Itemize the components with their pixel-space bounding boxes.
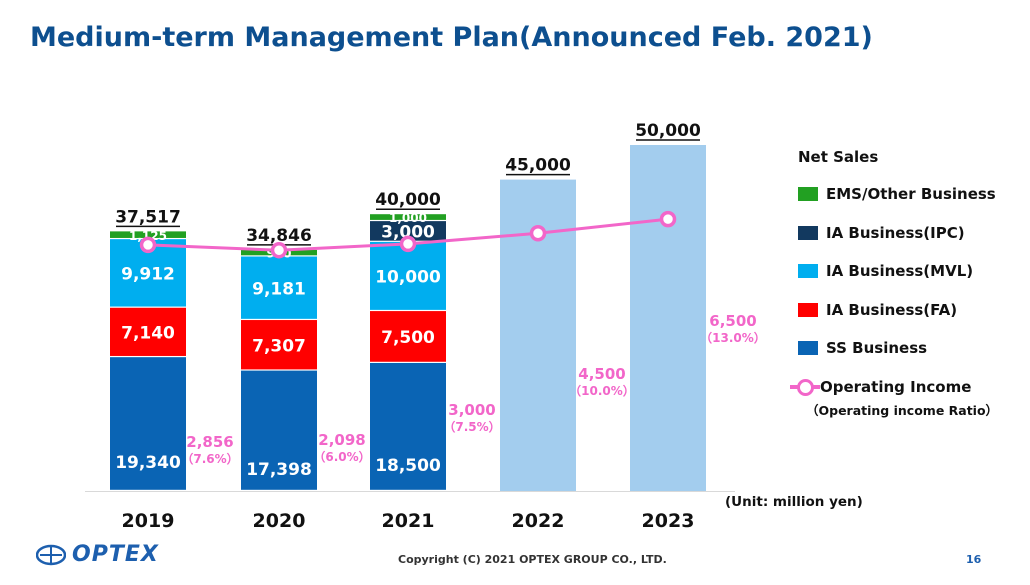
legend: Net Sales EMS/Other Business IA Business…	[790, 148, 1020, 419]
operating-income-ratio-2021: （7.5%）	[443, 419, 500, 434]
operating-income-point-2021	[399, 235, 417, 253]
operating-income-label-2023: 6,500	[709, 312, 756, 330]
segment-label-2019-2: 9,912	[121, 264, 175, 284]
operating-income-ratio-2020: （6.0%）	[313, 449, 370, 464]
operating-income-label-2022: 4,500	[578, 365, 625, 383]
operating-income-ratio-2023: （13.0%）	[700, 330, 766, 345]
operating-income-label-2019: 2,856	[186, 433, 233, 451]
segment-label-2020-1: 7,307	[252, 336, 306, 356]
bar-segment-2019-0	[110, 357, 186, 490]
segment-label-2021-2: 10,000	[375, 267, 441, 287]
optex-logo-text: OPTEX	[72, 542, 159, 567]
plan-bar-2023	[630, 145, 706, 491]
category-label-2020: 2020	[253, 510, 306, 532]
segment-label-2020-2: 9,181	[252, 279, 306, 299]
unit-note: (Unit: million yen)	[725, 494, 863, 510]
legend-heading: Net Sales	[798, 148, 879, 166]
legend-swatch-fa	[798, 302, 818, 317]
legend-item-fa: IA Business(FA)	[790, 291, 1020, 330]
category-label-2019: 2019	[122, 510, 175, 532]
optex-logo-icon	[36, 544, 66, 565]
segment-label-2019-1: 7,140	[121, 323, 175, 343]
total-label-2021: 40,000	[375, 190, 441, 210]
legend-label-mvl: IA Business(MVL)	[826, 262, 974, 281]
operating-income-label-2020: 2,098	[318, 431, 365, 449]
legend-swatch-ss	[798, 341, 818, 356]
category-label-2021: 2021	[382, 510, 435, 532]
legend-label-operating-income: Operating Income	[820, 377, 972, 396]
legend-item-operating-income: Operating Income	[790, 368, 1020, 407]
operating-income-ratio-2022: （10.0%）	[569, 383, 635, 398]
segment-label-2020-0: 17,398	[246, 460, 312, 480]
operating-income-point-2020	[270, 241, 288, 259]
page-title: Medium-term Management Plan(Announced Fe…	[30, 22, 873, 53]
total-label-2019: 37,517	[115, 207, 181, 227]
legend-label-ems: EMS/Other Business	[826, 185, 996, 204]
legend-item-ss: SS Business	[790, 329, 1020, 368]
legend-swatch-ipc	[798, 225, 818, 240]
category-label-2022: 2022	[512, 510, 565, 532]
segment-label-2021-1: 7,500	[381, 328, 435, 348]
segment-label-2021-4: 1,000	[389, 211, 427, 225]
legend-sublabel: （Operating income Ratio）	[806, 403, 999, 418]
segment-label-2019-4: 1,125	[129, 229, 167, 243]
bar-segment-2019-4	[110, 231, 186, 238]
bar-segment-2020-2	[241, 256, 317, 319]
copyright: Copyright (C) 2021 OPTEX GROUP CO., LTD.	[398, 553, 667, 566]
page-number: 16	[966, 553, 982, 566]
segment-label-2021-3: 3,000	[381, 223, 435, 243]
operating-income-point-2023	[659, 210, 677, 228]
legend-label-fa: IA Business(FA)	[826, 300, 958, 319]
total-label-2020: 34,846	[246, 226, 312, 246]
bar-segment-2021-1	[370, 311, 446, 362]
operating-income-ratio-2019: （7.6%）	[181, 451, 238, 466]
operating-income-point-2022	[529, 225, 547, 242]
operating-income-label-2021: 3,000	[448, 401, 495, 419]
total-label-2023: 50,000	[635, 121, 701, 141]
bar-segment-2020-1	[241, 320, 317, 370]
bar-segment-2021-2	[370, 241, 446, 310]
legend-label-ipc: IA Business(IPC)	[826, 223, 965, 242]
legend-label-ss: SS Business	[826, 339, 928, 358]
legend-item-ems: EMS/Other Business	[790, 175, 1020, 214]
bar-segment-2021-0	[370, 362, 446, 490]
optex-logo: OPTEX	[36, 542, 159, 567]
bar-segment-2021-3	[370, 221, 446, 241]
segment-label-2019-0: 19,340	[115, 453, 181, 473]
line-marker-icon	[790, 378, 820, 396]
bar-segment-2019-1	[110, 307, 186, 356]
segment-label-2021-0: 18,500	[375, 456, 441, 476]
legend-swatch-ems	[798, 187, 818, 202]
bar-segment-2021-4	[370, 214, 446, 220]
category-label-2023: 2023	[642, 510, 695, 532]
legend-item-mvl: IA Business(MVL)	[790, 252, 1020, 291]
legend-item-ipc: IA Business(IPC)	[790, 214, 1020, 253]
operating-income-point-2019	[139, 236, 157, 254]
bar-segment-2020-0	[241, 370, 317, 490]
total-label-2022: 45,000	[505, 156, 571, 176]
legend-swatch-mvl	[798, 264, 818, 279]
